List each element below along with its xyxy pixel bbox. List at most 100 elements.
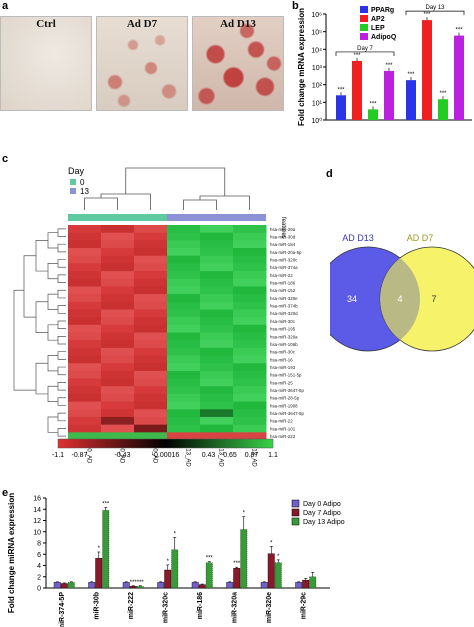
heatmap-cell: [101, 386, 135, 395]
heatmap-cell: [200, 432, 234, 441]
heatmap-row-label: hsa-miR-30d: [270, 234, 296, 239]
chart-e-sig-mark: *: [277, 554, 280, 560]
chart-e-ytick-label: 8: [37, 541, 41, 548]
venn-overlap: [380, 247, 420, 351]
heatmap-cell: [134, 271, 168, 280]
heatmap-cell: [233, 370, 267, 380]
heatmap-cell: [68, 393, 102, 403]
venn-label-ad-d13: AD D13: [342, 233, 374, 243]
heatmap-cell: [101, 363, 135, 372]
heatmap-cell: [167, 378, 201, 387]
heatmap-cell: [101, 271, 135, 280]
chart-e-bar: [102, 510, 110, 589]
heatmap-column-dendrogram: [84, 197, 118, 210]
heatmap-row-label: hsa-miR-184: [270, 242, 296, 247]
heatmap-cell: [233, 324, 267, 333]
heatmap-cell: [167, 263, 201, 272]
heatmap-cell: [68, 340, 102, 349]
heatmap-cell: [167, 248, 201, 257]
heatmap-row-label: hsa-miR-28-5p: [270, 396, 300, 401]
heatmap-cell: [200, 416, 234, 426]
chart-b: 10⁰ 10¹ 10² 10³ 10⁴ 10⁵ 10⁶ Fold change mRNA ex…: [297, 5, 472, 126]
heatmap-cell: [200, 301, 234, 310]
heatmap-cell: [68, 409, 102, 418]
chart-e-bar: [67, 582, 75, 589]
heatmap-day-bar: [200, 214, 233, 221]
chart-e-legend-swatch: [291, 499, 300, 508]
heatmap-cell: [200, 393, 234, 403]
chart-b-ylabel: Fold change mRNA expression: [297, 8, 306, 126]
heatmap-cell: [101, 378, 135, 387]
heatmap-row-label: hsa-miR-101: [270, 426, 296, 431]
heatmap-cell: [233, 332, 267, 341]
heatmap-cell: [167, 232, 201, 241]
heatmap-cell: [200, 225, 234, 234]
heatmap-cell: [101, 401, 135, 410]
chart-b-bar: [454, 35, 464, 120]
heatmap-cell: [200, 332, 234, 341]
chart-b-ytick-label: 10⁰: [311, 117, 322, 125]
heatmap-cell: [233, 386, 267, 395]
chart-e-legend-swatch: [291, 508, 300, 517]
chart-b-legend-label: AP2: [371, 16, 385, 23]
heatmap-cell: [200, 378, 234, 387]
micrograph-ctrl: Ctrl: [0, 16, 92, 111]
heatmap-cell: [68, 378, 102, 387]
heatmap-cell: [200, 363, 234, 372]
micrograph-ctrl-label: Ctrl: [36, 18, 56, 30]
chart-e-ytick-label: 10: [33, 529, 41, 536]
chart-e-category-label: miR-186: [197, 592, 204, 619]
heatmap-cell: [68, 432, 102, 441]
heatmap-cell: [200, 409, 234, 418]
heatmap-cell: [200, 263, 234, 272]
heatmap-row-label: hsa-miR-22: [270, 273, 293, 278]
chart-e-bar: [205, 562, 213, 589]
chart-e-legend-label: Day 0 Adipo: [303, 501, 341, 508]
chart-e-ytick-label: 6: [37, 552, 41, 559]
heatmap-cell: [233, 255, 267, 264]
heatmap-column-dendrogram: [183, 199, 217, 210]
chart-e-bar: [274, 562, 282, 589]
chart-b-sig-mark: ***: [423, 12, 431, 18]
heatmap-cell: [134, 378, 168, 387]
heatmap-cell: [68, 386, 102, 395]
heatmap-cell: [167, 393, 201, 403]
colorbar-tick-label: -0.43: [115, 452, 131, 459]
heatmap-cell: [233, 301, 267, 310]
heatmap-cell: [101, 317, 135, 326]
heatmap-row-label: hsa-miR-320d: [270, 311, 298, 316]
heatmap-cell: [200, 278, 234, 287]
chart-b-sig-mark: ***: [439, 91, 447, 97]
heatmap-cell: [101, 340, 135, 349]
heatmap-cell: [233, 363, 267, 372]
venn-count-right: 7: [431, 294, 436, 304]
heatmap-cell: [233, 317, 267, 326]
chart-e-bar: [260, 582, 268, 589]
heatmap-row-label: hsa-miR-374b: [270, 304, 298, 309]
heatmap-cell: [200, 355, 234, 364]
heatmap-row-label: hsa-miR-25: [270, 380, 293, 385]
chart-e-category-label: miR-222: [128, 592, 135, 619]
heatmap-cell: [68, 416, 102, 426]
heatmap-cell: [167, 278, 201, 287]
heatmap-row-label: hsa-miR-320a: [270, 334, 298, 339]
venn-count-overlap: 4: [397, 294, 402, 304]
heatmap-cell: [167, 317, 201, 326]
heatmap-cell: [68, 263, 102, 272]
heatmap-cell: [134, 263, 168, 272]
chart-e-category-label: miR-320e: [266, 592, 273, 623]
chart-e-sig-mark: *: [167, 559, 170, 565]
heatmap-cell: [167, 370, 201, 380]
heatmap-cell: [233, 232, 267, 241]
colorbar-tick-label: -1.1: [52, 452, 64, 459]
heatmap-cell: [200, 370, 234, 380]
heatmap-cell: [101, 332, 135, 341]
heatmap-row-label: hsa-miR-320c: [270, 257, 298, 262]
chart-b-bar: [438, 99, 448, 120]
heatmap-cell: [68, 286, 102, 295]
heatmap-cell: [233, 286, 267, 295]
heatmap-cell: [134, 416, 168, 426]
heatmap-cell: [68, 355, 102, 364]
heatmap-cell: [167, 225, 201, 234]
heatmap-cell: [68, 347, 102, 357]
